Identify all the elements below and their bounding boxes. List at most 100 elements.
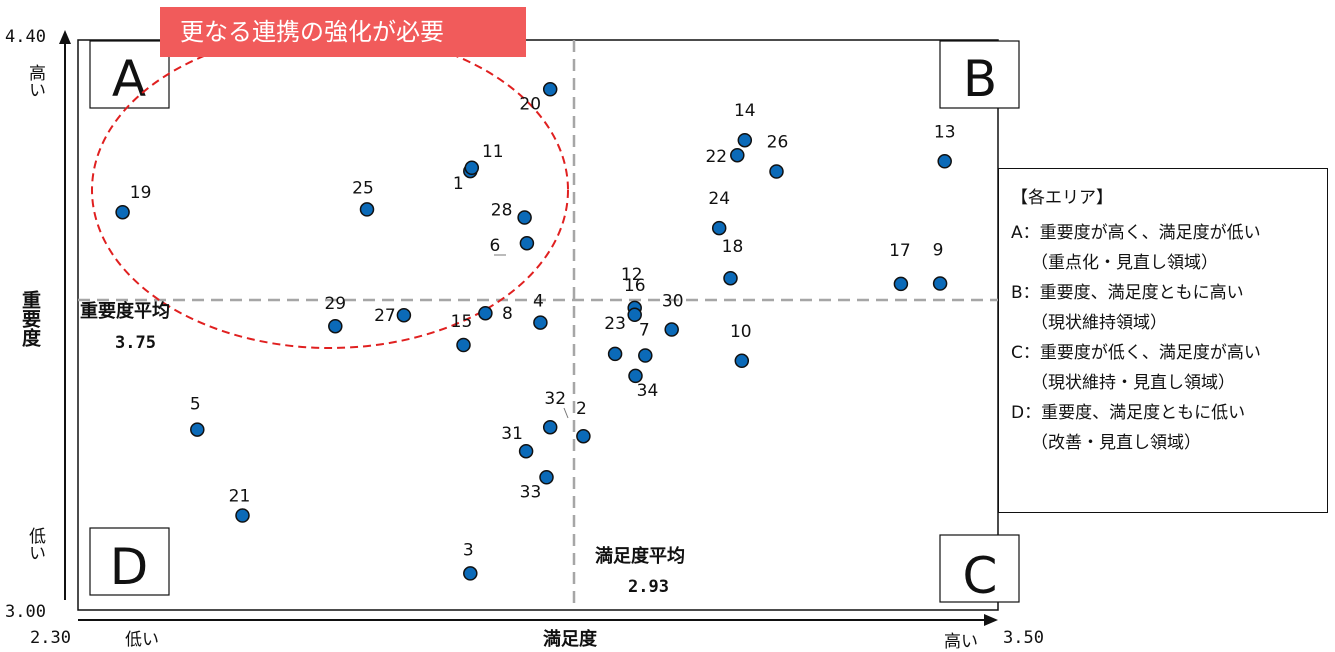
quadrant-d-box [89, 527, 170, 596]
data-point-label-9: 9 [933, 241, 944, 261]
quadrant-c-box [939, 534, 1020, 603]
x-axis-arrowhead [984, 614, 998, 626]
data-point-27 [396, 307, 412, 323]
data-point-label-11: 11 [482, 142, 504, 162]
data-point-16 [627, 307, 642, 323]
legend-c-sub: （現状維持・見直し領域） [1031, 373, 1235, 393]
quadrant-d-label: D [110, 538, 149, 596]
points-layer: 1234567891011121314151617181920212223242… [115, 82, 956, 581]
data-point-label-15: 15 [451, 312, 473, 332]
legend-b-sub: （現状維持領域） [1031, 313, 1167, 333]
x-axis-title: 満足度 [543, 628, 598, 650]
y-max-label: 4.40 [5, 27, 46, 47]
legend-d-sub: （改善・見直し領域） [1031, 433, 1201, 453]
data-point-label-25: 25 [352, 178, 374, 198]
data-point-4 [533, 315, 548, 330]
data-point-label-7: 7 [639, 321, 650, 341]
data-point-3 [463, 566, 478, 581]
data-point-25 [359, 202, 375, 217]
legend-title: 【各エリア】 [1011, 188, 1113, 208]
legend-b-head: B：重要度、満足度ともに高い [1011, 283, 1244, 303]
highlight-banner: 更なる連携の強化が必要 [160, 7, 526, 57]
quadrant-b-label: B [963, 50, 997, 108]
data-point-7 [638, 348, 653, 363]
data-point-label-10: 10 [730, 322, 752, 342]
x-max-label: 3.50 [1003, 628, 1044, 648]
area-legend: 【各エリア】 A：重要度が高く、満足度が低い （重点化・見直し領域） B：重要度… [998, 168, 1328, 513]
data-point-10 [734, 353, 750, 369]
data-point-28 [517, 210, 532, 225]
data-point-14 [737, 132, 753, 148]
importance-average-value: 3.75 [115, 333, 156, 353]
quadrant-c-label: C [963, 547, 998, 605]
importance-average-label: 重要度平均 [80, 300, 170, 322]
data-point-32 [542, 419, 558, 435]
x-low-label: 低い [125, 630, 159, 650]
data-point-20 [542, 82, 558, 97]
data-point-22 [730, 147, 745, 163]
x-min-label: 2.30 [30, 628, 71, 648]
quadrant-a-box [89, 40, 170, 109]
legend-a-head: A：重要度が高く、満足度が低い [1011, 223, 1261, 243]
quadrant-b-box [939, 40, 1020, 109]
data-point-34 [628, 368, 643, 384]
satisfaction-average-value: 2.93 [628, 577, 669, 597]
data-point-label-5: 5 [190, 395, 201, 415]
data-point-label-12: 12 [621, 265, 643, 285]
data-point-29 [328, 318, 343, 334]
data-point-label-13: 13 [934, 122, 956, 142]
quadrant-a-label: A [112, 50, 146, 108]
data-point-30 [664, 322, 679, 337]
data-point-label-8: 8 [502, 304, 513, 324]
data-point-label-18: 18 [722, 237, 744, 257]
data-point-33 [539, 470, 554, 485]
x-high-label: 高い [944, 632, 978, 652]
legend-a-sub: （重点化・見直し領域） [1031, 253, 1218, 273]
data-point-15 [456, 337, 471, 353]
y-min-label: 3.00 [5, 602, 46, 622]
y-axis-title: 重要度 [19, 290, 41, 348]
data-point-23 [607, 346, 623, 362]
data-point-label-21: 21 [229, 487, 251, 507]
leader-line-2 [563, 407, 569, 419]
data-point-label-4: 4 [533, 292, 544, 312]
data-point-11 [464, 160, 480, 176]
y-high-label: 高い [25, 64, 45, 98]
data-point-19 [115, 204, 130, 220]
data-point-label-28: 28 [491, 201, 513, 221]
satisfaction-average-label: 満足度平均 [595, 545, 685, 567]
data-point-label-27: 27 [374, 306, 396, 326]
data-point-2 [576, 428, 591, 444]
data-point-label-22: 22 [705, 147, 727, 167]
data-point-label-1: 1 [453, 174, 464, 194]
data-point-label-16: 16 [624, 276, 646, 296]
data-point-6 [519, 235, 535, 251]
data-point-9 [932, 276, 948, 291]
data-point-label-26: 26 [767, 133, 789, 153]
y-low-label: 低い [25, 527, 46, 561]
data-point-18 [723, 270, 738, 286]
data-point-label-20: 20 [519, 94, 541, 114]
data-point-label-14: 14 [734, 101, 756, 121]
data-point-label-30: 30 [662, 292, 684, 312]
data-point-label-24: 24 [708, 189, 730, 209]
data-point-17 [893, 276, 909, 292]
data-point-24 [711, 220, 727, 236]
data-point-label-33: 33 [520, 482, 542, 502]
data-point-label-32: 32 [544, 389, 566, 409]
data-point-label-19: 19 [130, 183, 152, 203]
data-point-21 [235, 508, 250, 523]
data-point-label-31: 31 [501, 424, 523, 444]
data-point-label-3: 3 [463, 540, 474, 560]
y-axis-arrowhead [59, 30, 71, 44]
data-point-5 [190, 422, 205, 437]
legend-d-head: D：重要度、満足度ともに低い [1011, 403, 1246, 423]
legend-c-head: C：重要度が低く、満足度が高い [1011, 343, 1261, 363]
data-point-26 [769, 164, 784, 179]
data-point-label-6: 6 [489, 236, 500, 256]
data-point-label-34: 34 [637, 381, 659, 401]
data-point-label-2: 2 [576, 399, 587, 419]
data-point-label-17: 17 [889, 241, 911, 261]
data-point-31 [518, 443, 534, 459]
